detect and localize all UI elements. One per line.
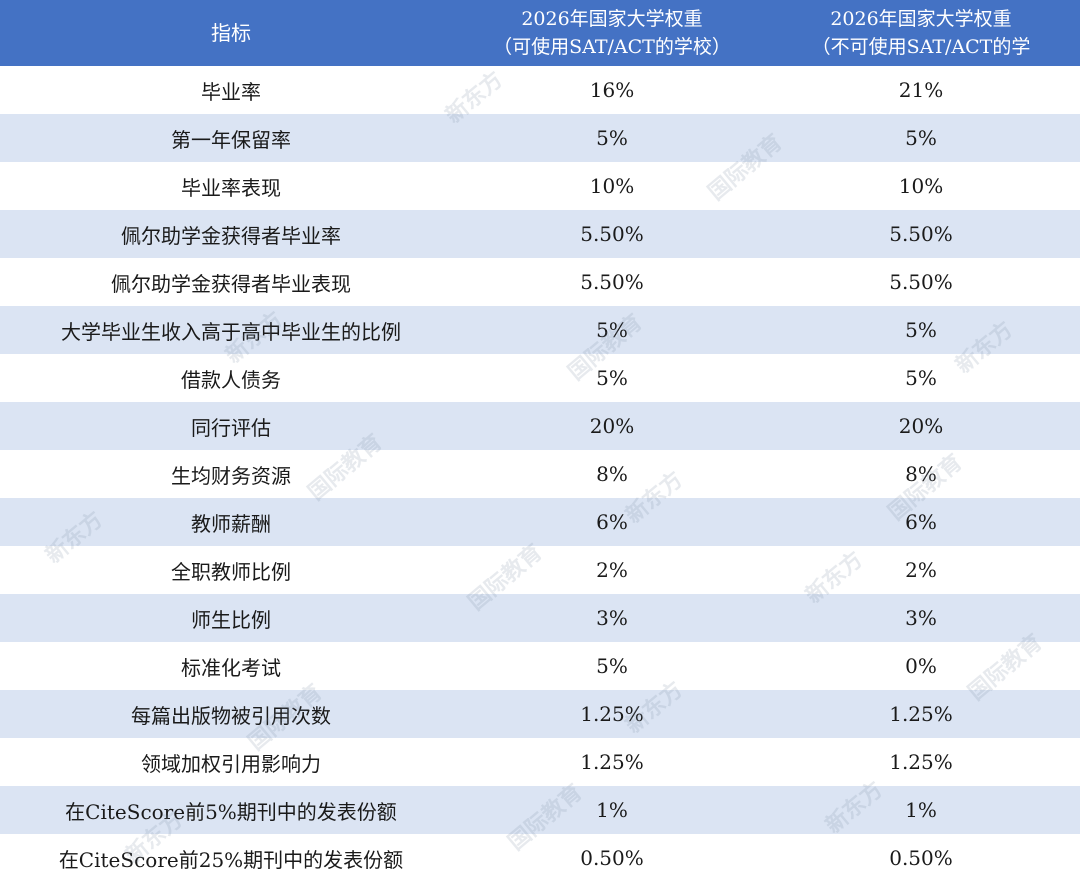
sat-weight-cell: 0.50% (580, 846, 644, 870)
sat-weight-cell: 5% (596, 126, 628, 150)
indicator-cell: 标准化考试 (181, 655, 281, 680)
header-sat-line2: （可使用SAT/ACT的学校） (493, 36, 731, 58)
indicator-cell: 全职教师比例 (171, 559, 291, 584)
table-row: 佩尔助学金获得者毕业表现 5.50% 5.50% (0, 258, 1080, 306)
table-row: 同行评估 20% 20% (0, 402, 1080, 450)
indicator-cell: 大学毕业生收入高于高中毕业生的比例 (61, 319, 401, 344)
nosat-weight-cell: 21% (898, 78, 944, 102)
table-header: 指标 2026年国家大学权重 （可使用SAT/ACT的学校） 2026年国家大学… (0, 0, 1080, 66)
nosat-weight-cell: 5% (905, 366, 937, 390)
nosat-weight-cell: 0.50% (889, 846, 953, 870)
nosat-weight-cell: 8% (905, 462, 937, 486)
table-row: 大学毕业生收入高于高中毕业生的比例 5% 5% (0, 306, 1080, 354)
header-sat-line1: 2026年国家大学权重 (521, 8, 703, 30)
table-row: 标准化考试 5% 0% (0, 642, 1080, 690)
sat-weight-cell: 5% (596, 366, 628, 390)
header-nosat-line2: （不可使用SAT/ACT的学 (811, 36, 1031, 58)
nosat-weight-cell: 1.25% (889, 750, 953, 774)
indicator-cell: 毕业率表现 (181, 175, 281, 200)
header-indicator: 指标 (0, 0, 462, 66)
nosat-weight-cell: 5.50% (889, 222, 953, 246)
nosat-weight-cell: 1.25% (889, 702, 953, 726)
table-row: 在CiteScore前5%期刊中的发表份额 1% 1% (0, 786, 1080, 834)
indicator-cell: 师生比例 (191, 607, 271, 632)
table-row: 毕业率表现 10% 10% (0, 162, 1080, 210)
table-row: 生均财务资源 8% 8% (0, 450, 1080, 498)
sat-weight-cell: 5.50% (580, 222, 644, 246)
indicator-cell: 毕业率 (201, 79, 261, 104)
indicator-cell: 领域加权引用影响力 (141, 751, 321, 776)
sat-weight-cell: 1.25% (580, 750, 644, 774)
indicator-cell: 同行评估 (191, 415, 271, 440)
indicator-cell: 生均财务资源 (171, 463, 291, 488)
nosat-weight-cell: 5.50% (889, 270, 953, 294)
table-row: 在CiteScore前25%期刊中的发表份额 0.50% 0.50% (0, 834, 1080, 882)
indicator-cell: 在CiteScore前5%期刊中的发表份额 (65, 799, 397, 824)
nosat-weight-cell: 5% (905, 318, 937, 342)
header-nosat-column: 2026年国家大学权重 （不可使用SAT/ACT的学 (762, 0, 1080, 66)
sat-weight-cell: 6% (596, 510, 628, 534)
header-indicator-label: 指标 (211, 21, 251, 45)
sat-weight-cell: 16% (589, 78, 635, 102)
nosat-weight-cell: 0% (905, 654, 937, 678)
sat-weight-cell: 1.25% (580, 702, 644, 726)
nosat-weight-cell: 10% (898, 174, 944, 198)
indicator-cell: 借款人债务 (181, 367, 281, 392)
sat-weight-cell: 1% (596, 798, 628, 822)
sat-weight-cell: 3% (596, 606, 628, 630)
table-row: 第一年保留率 5% 5% (0, 114, 1080, 162)
nosat-weight-cell: 2% (905, 558, 937, 582)
sat-weight-cell: 20% (589, 414, 635, 438)
table-body: 毕业率 16% 21% 第一年保留率 5% 5% 毕业率表现 10% 10% 佩尔助学金获得者毕业… (0, 66, 1080, 882)
indicator-cell: 佩尔助学金获得者毕业表现 (111, 271, 351, 296)
indicator-cell: 每篇出版物被引用次数 (131, 703, 331, 728)
table-row: 领域加权引用影响力 1.25% 1.25% (0, 738, 1080, 786)
table-row: 每篇出版物被引用次数 1.25% 1.25% (0, 690, 1080, 738)
header-sat-column: 2026年国家大学权重 （可使用SAT/ACT的学校） (462, 0, 762, 66)
table-row: 借款人债务 5% 5% (0, 354, 1080, 402)
nosat-weight-cell: 1% (905, 798, 937, 822)
sat-weight-cell: 8% (596, 462, 628, 486)
indicator-cell: 第一年保留率 (171, 127, 291, 152)
table-row: 全职教师比例 2% 2% (0, 546, 1080, 594)
nosat-weight-cell: 20% (898, 414, 944, 438)
sat-weight-cell: 5.50% (580, 270, 644, 294)
table-row: 佩尔助学金获得者毕业率 5.50% 5.50% (0, 210, 1080, 258)
indicator-cell: 佩尔助学金获得者毕业率 (121, 223, 341, 248)
table-row: 教师薪酬 6% 6% (0, 498, 1080, 546)
header-nosat-line1: 2026年国家大学权重 (830, 8, 1012, 30)
nosat-weight-cell: 3% (905, 606, 937, 630)
nosat-weight-cell: 6% (905, 510, 937, 534)
sat-weight-cell: 10% (589, 174, 635, 198)
table-row: 师生比例 3% 3% (0, 594, 1080, 642)
nosat-weight-cell: 5% (905, 126, 937, 150)
indicator-cell: 在CiteScore前25%期刊中的发表份额 (58, 847, 404, 872)
table-row: 毕业率 16% 21% (0, 66, 1080, 114)
sat-weight-cell: 2% (596, 558, 628, 582)
sat-weight-cell: 5% (596, 654, 628, 678)
sat-weight-cell: 5% (596, 318, 628, 342)
indicator-cell: 教师薪酬 (191, 511, 271, 536)
